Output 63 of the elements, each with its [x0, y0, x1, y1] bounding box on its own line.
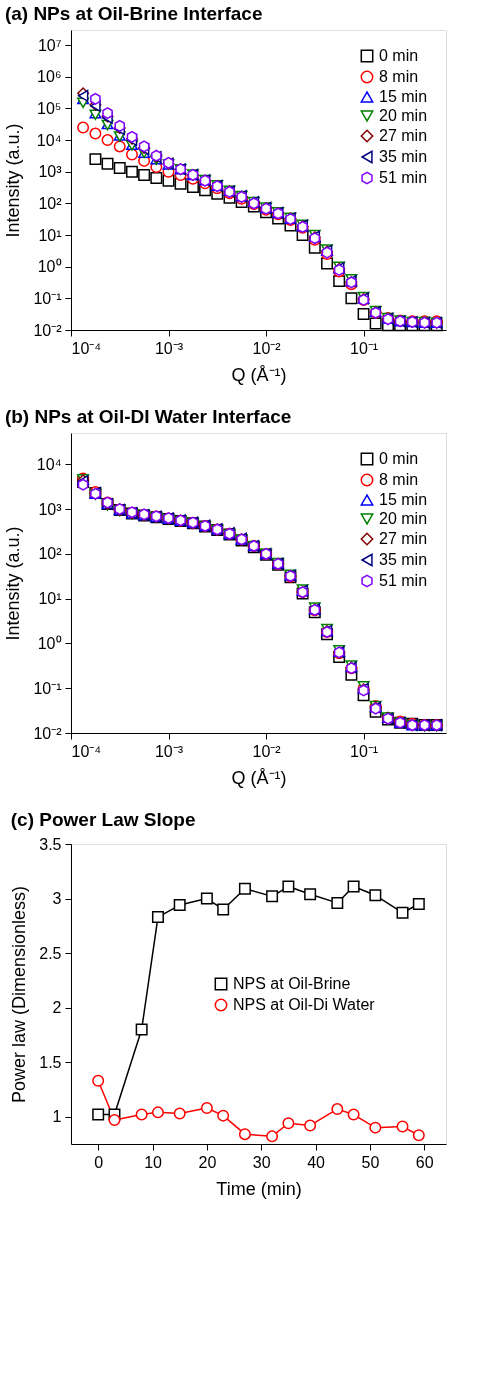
x-tick-label: 10⁻³	[154, 742, 184, 760]
x-tick-label: 50	[361, 1153, 380, 1171]
chart-title: (a) NPs at Oil-Brine Interface	[4, 3, 263, 24]
y-tick-label: 1	[52, 1108, 62, 1126]
y-axis-title: Intensity (a.u.)	[3, 526, 24, 641]
legend-label: 27 min	[379, 127, 428, 144]
legend-label: NPS at Oil-Brine	[233, 975, 351, 992]
y-tick-label: 2	[52, 999, 62, 1017]
y-tick-label: 10⁻¹	[33, 679, 62, 697]
legend-label: 35 min	[379, 148, 428, 165]
y-tick-label: 10⁻²	[33, 321, 63, 339]
x-tick-label: 60	[415, 1153, 434, 1171]
x-tick-label: 10⁻²	[252, 339, 282, 357]
y-tick-label: 10³	[38, 163, 63, 181]
x-axis-title: Q (Å⁻¹)	[231, 767, 287, 788]
y-tick-label: 10⁻¹	[33, 289, 62, 307]
y-tick-label: 10⁷	[37, 36, 62, 54]
x-tick-label: 10⁻¹	[350, 339, 379, 357]
legend-label: 35 min	[379, 551, 428, 568]
y-tick-label: 1.5	[39, 1053, 62, 1071]
y-tick-label: 10⁴	[36, 131, 62, 149]
y-tick-label: 10⁶	[37, 68, 62, 86]
y-tick-label: 10¹	[38, 226, 62, 244]
y-tick-label: 3	[52, 890, 62, 908]
x-tick-label: 10⁻⁴	[71, 742, 102, 760]
y-tick-label: 3.5	[39, 835, 62, 853]
legend-label: 15 min	[379, 88, 428, 105]
y-axis-title: Power law (Dimensionless)	[9, 885, 30, 1104]
x-tick-label: 10⁻²	[252, 742, 282, 760]
x-axis-title: Time (min)	[216, 1178, 302, 1199]
legend-label: 27 min	[379, 530, 428, 547]
chart-title: (b) NPs at Oil-DI Water Interface	[4, 406, 292, 427]
x-tick-label: 10	[144, 1153, 163, 1171]
legend-label: 51 min	[379, 169, 428, 186]
y-tick-label: 10⁴	[36, 455, 62, 473]
x-tick-label: 40	[307, 1153, 326, 1171]
x-tick-label: 10⁻³	[154, 339, 184, 357]
y-tick-label: 10⁰	[37, 634, 62, 652]
y-tick-label: 10²	[38, 194, 63, 212]
x-tick-label: 10⁻¹	[350, 742, 379, 760]
y-tick-label: 10⁻²	[33, 724, 63, 742]
x-axis-title: Q (Å⁻¹)	[231, 364, 287, 385]
x-tick-label: 10⁻⁴	[71, 339, 102, 357]
x-tick-label: 30	[252, 1153, 271, 1171]
legend-label: 8 min	[379, 68, 419, 85]
x-tick-label: 0	[94, 1153, 104, 1171]
legend-label: 20 min	[379, 510, 428, 527]
x-tick-label: 20	[198, 1153, 217, 1171]
y-tick-label: 10³	[38, 500, 63, 518]
legend-label: 0 min	[379, 450, 419, 467]
y-tick-label: 10⁰	[37, 258, 62, 276]
legend-label: NPS at Oil-Di Water	[233, 996, 376, 1013]
y-tick-label: 10⁵	[37, 99, 62, 117]
legend-label: 0 min	[379, 47, 419, 64]
legend-label: 8 min	[379, 471, 419, 488]
legend-label: 20 min	[379, 107, 428, 124]
y-tick-label: 2.5	[39, 944, 62, 962]
y-axis-title: Intensity (a.u.)	[3, 123, 24, 238]
chart-title: (c) Power Law Slope	[10, 809, 196, 830]
y-tick-label: 10¹	[38, 590, 62, 608]
y-tick-label: 10²	[38, 545, 63, 563]
legend-label: 15 min	[379, 491, 428, 508]
legend-label: 51 min	[379, 572, 428, 589]
